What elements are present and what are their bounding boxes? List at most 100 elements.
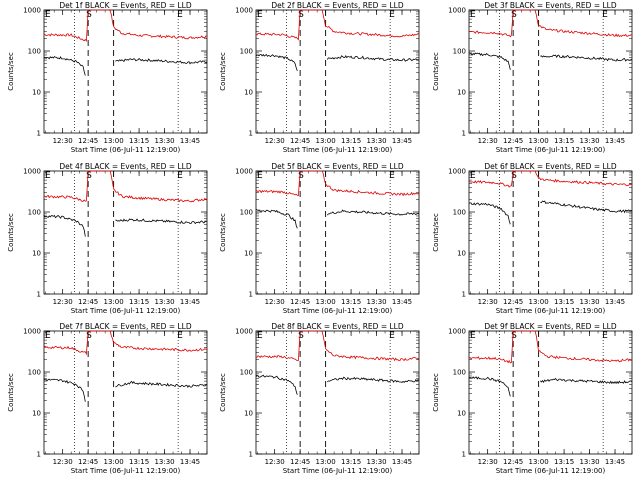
- x-tick-label: 13:00: [104, 137, 124, 145]
- marker-s-label: S: [298, 171, 304, 181]
- y-tick-label: 1000: [235, 168, 253, 176]
- marker-e-label: E: [602, 331, 608, 341]
- events-series-line: [255, 374, 298, 395]
- y-tick-label: 1: [462, 451, 466, 459]
- y-tick-label: 1: [249, 130, 253, 138]
- y-tick-label: 10: [457, 250, 466, 258]
- y-tick-label: 1000: [23, 328, 41, 336]
- marker-s-label: S: [511, 171, 517, 181]
- marker-e-label: E: [389, 10, 395, 20]
- y-tick-label: 1000: [23, 7, 41, 15]
- x-tick-label: 12:45: [290, 137, 310, 145]
- panel-4: Det 4f BLACK = Events, RED = LLD 1 10 100 10…: [7, 162, 208, 315]
- x-tick-label: 12:45: [78, 298, 98, 306]
- panel-5: Det 5f BLACK = Events, RED = LLD 1 10 100 10…: [219, 162, 420, 315]
- x-tick-label: 13:30: [366, 458, 386, 466]
- events-series-line: [255, 53, 298, 72]
- x-tick-label: 13:45: [180, 298, 200, 306]
- marker-e-left-label: E: [45, 171, 51, 181]
- plot-frame: [468, 170, 633, 295]
- marker-e-left-label: E: [257, 331, 263, 341]
- x-tick-label: 13:30: [154, 298, 174, 306]
- y-tick-label: 1: [37, 291, 41, 299]
- x-tick-label: 13:45: [180, 137, 200, 145]
- events-series-line: [327, 209, 419, 216]
- x-tick-label: 13:00: [529, 458, 549, 466]
- y-tick-label: 100: [240, 48, 253, 56]
- marker-e-left-label: E: [45, 331, 51, 341]
- x-tick-label: 13:45: [180, 458, 200, 466]
- x-tick-label: 13:45: [392, 458, 412, 466]
- lld-series-line: [43, 170, 208, 203]
- x-tick-label: 13:00: [529, 298, 549, 306]
- y-tick-label: 100: [453, 48, 466, 56]
- y-tick-label: 10: [457, 89, 466, 97]
- y-tick-label: 100: [28, 369, 41, 377]
- marker-e-label: E: [177, 331, 183, 341]
- x-tick-label: 13:45: [605, 137, 625, 145]
- x-tick-label: 13:30: [579, 298, 599, 306]
- x-tick-label: 13:30: [366, 298, 386, 306]
- y-tick-label: 1: [462, 130, 466, 138]
- y-tick-label: 100: [28, 209, 41, 217]
- x-tick-label: 13:00: [316, 137, 336, 145]
- y-axis-label: Counts/sec: [432, 373, 440, 412]
- panel-title: Det 7f BLACK = Events, RED = LLD: [59, 322, 192, 331]
- x-tick-label: 12:30: [265, 298, 285, 306]
- events-series-line: [115, 58, 208, 65]
- events-series-line: [468, 202, 511, 225]
- x-tick-label: 13:15: [554, 137, 574, 145]
- x-axis-label: Start Time (06-Jul-11 12:19:00): [71, 146, 181, 154]
- events-series-line: [540, 200, 633, 214]
- events-series-line: [43, 56, 86, 76]
- plot-frame: [468, 9, 633, 134]
- x-axis-label: Start Time (06-Jul-11 12:19:00): [496, 146, 606, 154]
- marker-s-label: S: [511, 331, 517, 341]
- marker-e-left-label: E: [257, 10, 263, 20]
- y-tick-label: 10: [244, 89, 253, 97]
- x-axis-label: Start Time (06-Jul-11 12:19:00): [283, 146, 393, 154]
- x-tick-label: 13:00: [316, 458, 336, 466]
- marker-s-label: S: [298, 331, 304, 341]
- plot-frame: [43, 330, 208, 455]
- x-tick-label: 13:00: [104, 298, 124, 306]
- lld-series-line: [255, 330, 420, 362]
- y-tick-label: 1000: [448, 168, 466, 176]
- y-tick-label: 100: [453, 209, 466, 217]
- lld-series-line: [468, 9, 633, 38]
- panel-title: Det 3f BLACK = Events, RED = LLD: [484, 1, 617, 10]
- y-tick-label: 1: [37, 451, 41, 459]
- x-tick-label: 13:30: [579, 458, 599, 466]
- lld-series-line: [255, 170, 420, 197]
- panel-7: Det 7f BLACK = Events, RED = LLD 1 10 100 10…: [7, 322, 208, 475]
- x-tick-label: 13:30: [154, 458, 174, 466]
- panel-title: Det 5f BLACK = Events, RED = LLD: [271, 162, 404, 171]
- panel-6: Det 6f BLACK = Events, RED = LLD 1 10 100 10…: [432, 162, 633, 315]
- x-axis-label: Start Time (06-Jul-11 12:19:00): [283, 307, 393, 315]
- x-tick-label: 12:30: [53, 137, 73, 145]
- events-series-line: [255, 208, 298, 229]
- panel-title: Det 1f BLACK = Events, RED = LLD: [59, 1, 192, 10]
- marker-e-left-label: E: [257, 171, 263, 181]
- marker-s-label: S: [86, 10, 92, 20]
- plot-frame: [255, 330, 420, 455]
- x-tick-label: 13:00: [316, 298, 336, 306]
- x-tick-label: 13:00: [104, 458, 124, 466]
- events-series-line: [43, 214, 86, 237]
- y-axis-label: Counts/sec: [219, 52, 227, 91]
- panel-2: Det 2f BLACK = Events, RED = LLD 1 10 100 10…: [219, 1, 420, 154]
- x-tick-label: 13:15: [554, 458, 574, 466]
- x-tick-label: 12:45: [78, 458, 98, 466]
- x-tick-label: 13:15: [554, 298, 574, 306]
- x-tick-label: 12:45: [290, 458, 310, 466]
- x-tick-label: 12:45: [503, 458, 523, 466]
- lld-series-line: [43, 9, 208, 42]
- x-tick-label: 12:45: [503, 298, 523, 306]
- x-tick-label: 12:30: [478, 298, 498, 306]
- events-series-line: [326, 55, 420, 62]
- lld-series-line: [468, 330, 633, 364]
- y-axis-label: Counts/sec: [7, 52, 15, 91]
- marker-e-label: E: [602, 171, 608, 181]
- marker-s-label: S: [86, 331, 92, 341]
- x-tick-label: 13:15: [129, 458, 149, 466]
